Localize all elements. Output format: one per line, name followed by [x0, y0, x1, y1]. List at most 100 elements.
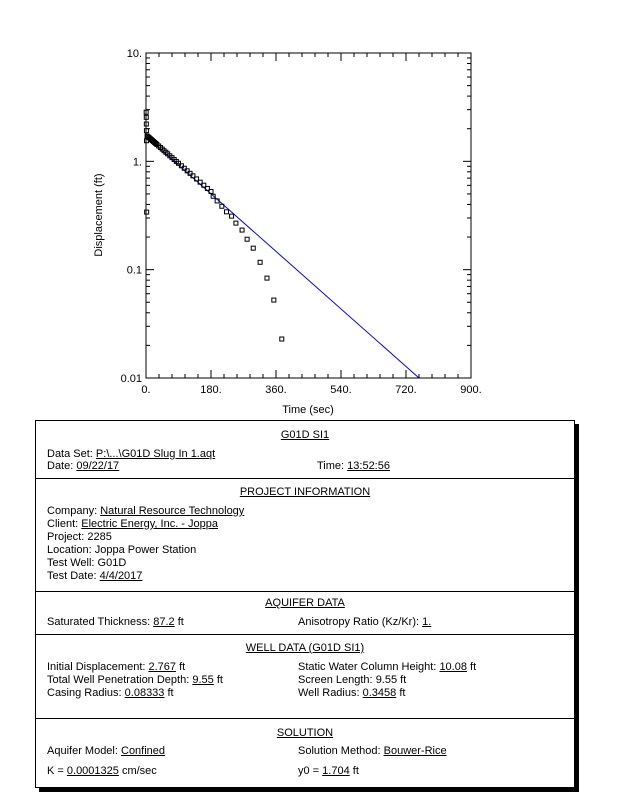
- label: Total Well Penetration Depth:: [47, 674, 190, 686]
- axis-ticks: [145, 53, 472, 379]
- data-point: [214, 198, 220, 204]
- data-point: [144, 209, 150, 215]
- time-row: Time: 13:52:56: [317, 460, 390, 473]
- label: Anisotropy Ratio (Kz/Kr):: [298, 616, 420, 628]
- y-axis-label: Displacement (ft): [93, 173, 105, 256]
- value: Bouwer-Rice: [383, 745, 447, 757]
- unit: ft: [400, 674, 407, 686]
- label: Saturated Thickness:: [47, 616, 151, 628]
- y-tick-label: 1.: [133, 156, 142, 168]
- unit: ft: [179, 661, 186, 673]
- value: 2285: [87, 531, 112, 543]
- data-point: [250, 245, 256, 251]
- value: Joppa Power Station: [94, 544, 197, 556]
- unit: ft: [470, 661, 477, 673]
- value: 0.3458: [362, 687, 397, 699]
- y-tick-label: 0.01: [121, 373, 142, 385]
- data-point: [233, 220, 239, 226]
- x-tick-label: 720.: [395, 384, 416, 396]
- unit: ft: [399, 687, 406, 699]
- company-row: Company: Natural Resource Technology: [47, 505, 244, 518]
- data-point: [229, 213, 235, 219]
- anisotropy-row: Anisotropy Ratio (Kz/Kr): 1.: [298, 616, 431, 629]
- value: 09/22/17: [76, 460, 120, 472]
- label: Client:: [47, 518, 79, 530]
- value: 2.767: [148, 661, 177, 673]
- label: Screen Length:: [298, 674, 373, 686]
- data-point: [194, 176, 200, 182]
- label: Location:: [47, 544, 92, 556]
- label: Casing Radius:: [47, 687, 122, 699]
- casing-radius-row: Casing Radius: 0.08333 ft: [47, 687, 174, 700]
- x-tick-label: 0.: [141, 384, 150, 396]
- x-tick-label: 180.: [200, 384, 221, 396]
- label: Test Date:: [47, 570, 97, 582]
- unit: ft: [177, 616, 184, 628]
- value: P:\...\G01D Slug In 1.aqt: [95, 448, 216, 460]
- label: y0 =: [298, 765, 320, 777]
- label: Time:: [317, 460, 345, 472]
- label: Project:: [47, 531, 85, 543]
- x-tick-label: 540.: [330, 384, 351, 396]
- header-section: G01D SI1 Data Set: P:\...\G01D Slug In 1…: [36, 421, 574, 479]
- data-point: [264, 275, 270, 281]
- aquifer-section: AQUIFER DATA Saturated Thickness: 87.2 f…: [36, 592, 574, 635]
- x-tick-label: 900.: [460, 384, 481, 396]
- test-well-row: Test Well: G01D: [47, 557, 126, 570]
- well-radius-row: Well Radius: 0.3458 ft: [298, 687, 405, 700]
- data-point: [219, 203, 225, 209]
- report-panel: G01D SI1 Data Set: P:\...\G01D Slug In 1…: [35, 420, 575, 788]
- fit-line-segment: [145, 135, 420, 379]
- value: Natural Resource Technology: [100, 505, 245, 517]
- value: 9.55: [375, 674, 398, 686]
- aquifer-model-row: Aquifer Model: Confined: [47, 745, 165, 758]
- value: 0.0001325: [66, 765, 119, 777]
- y0-row: y0 = 1.704 ft: [298, 765, 359, 778]
- value: 9.55: [192, 674, 214, 686]
- section-title: SOLUTION: [276, 727, 334, 739]
- initial-displacement-row: Initial Displacement: 2.767 ft: [47, 661, 185, 674]
- label: Static Water Column Height:: [298, 661, 437, 673]
- data-point: [239, 227, 245, 233]
- value: Electric Energy, Inc. - Joppa: [81, 518, 218, 530]
- value: 10.08: [439, 661, 467, 673]
- label: Company:: [47, 505, 98, 517]
- project-row: Project: 2285: [47, 531, 112, 544]
- data-point: [224, 209, 230, 215]
- label: Date:: [47, 460, 74, 472]
- solution-method-row: Solution Method: Bouwer-Rice: [298, 745, 447, 758]
- data-point: [257, 259, 263, 265]
- data-point: [210, 193, 216, 199]
- value: 4/4/2017: [99, 570, 143, 582]
- section-title: AQUIFER DATA: [265, 597, 345, 609]
- label: Aquifer Model:: [47, 745, 118, 757]
- value: Confined: [121, 745, 166, 757]
- plot-frame: [145, 52, 472, 379]
- data-point: [181, 165, 187, 171]
- x-axis-label: Time (sec): [282, 404, 334, 416]
- static-water-row: Static Water Column Height: 10.08 ft: [298, 661, 476, 674]
- data-point: [279, 336, 285, 342]
- section-title: PROJECT INFORMATION: [239, 486, 371, 498]
- location-row: Location: Joppa Power Station: [47, 544, 196, 557]
- unit: ft: [216, 674, 223, 686]
- data-point: [190, 173, 196, 179]
- y-tick-label: 0.1: [127, 265, 142, 277]
- value: 0.08333: [124, 687, 165, 699]
- screen-length-row: Screen Length: 9.55 ft: [298, 674, 406, 687]
- penetration-row: Total Well Penetration Depth: 9.55 ft: [47, 674, 223, 687]
- data-set-row: Data Set: P:\...\G01D Slug In 1.aqt: [47, 448, 215, 461]
- data-point: [271, 297, 277, 303]
- data-point: [204, 185, 210, 191]
- data-point: [244, 236, 250, 242]
- date-row: Date: 09/22/17: [47, 460, 119, 473]
- data-point: [197, 179, 203, 185]
- fit-line: [145, 135, 420, 379]
- report-title: G01D SI1: [280, 429, 330, 441]
- label: Initial Displacement:: [47, 661, 146, 673]
- x-tick-label: 360.: [265, 384, 286, 396]
- test-date-row: Test Date: 4/4/2017: [47, 570, 142, 583]
- client-row: Client: Electric Energy, Inc. - Joppa: [47, 518, 218, 531]
- y-tick-label: 10.: [127, 48, 142, 60]
- unit: ft: [167, 687, 174, 699]
